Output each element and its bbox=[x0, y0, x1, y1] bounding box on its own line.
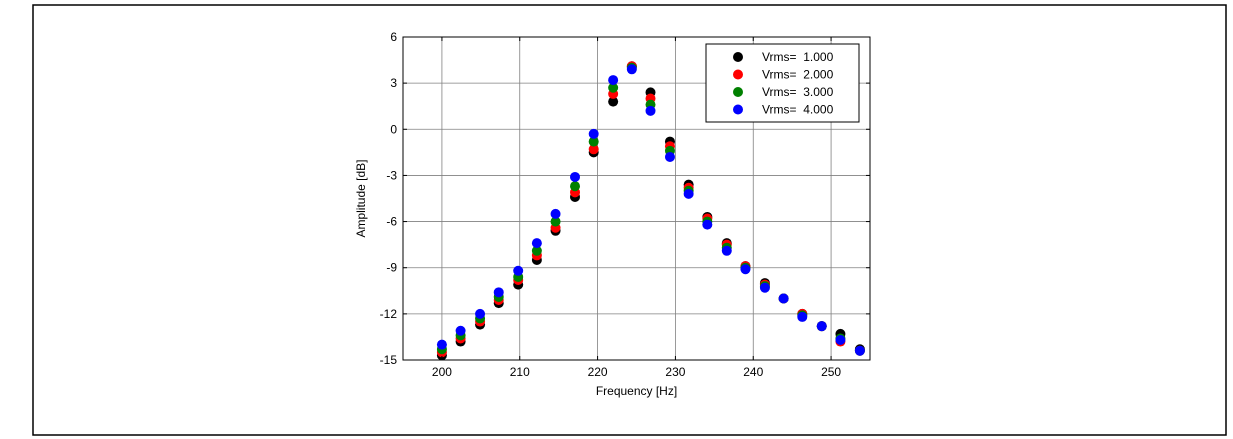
y-tick-label: -9 bbox=[386, 261, 397, 275]
data-point bbox=[588, 144, 599, 155]
x-axis-label: Frequency [Hz] bbox=[596, 384, 677, 398]
legend-marker bbox=[733, 52, 743, 62]
data-point bbox=[570, 181, 581, 192]
y-tick-label: 3 bbox=[390, 76, 397, 90]
data-point bbox=[816, 321, 827, 332]
legend-marker bbox=[733, 87, 743, 97]
y-tick-label: 6 bbox=[390, 30, 397, 44]
data-point bbox=[645, 105, 656, 116]
legend-box bbox=[705, 43, 860, 123]
data-point bbox=[588, 136, 599, 147]
series-4 bbox=[436, 64, 865, 356]
legend: Vrms= 1.000 Vrms= 2.000 Vrms= 3.000 Vrms= 4… bbox=[705, 43, 860, 123]
data-point bbox=[588, 128, 599, 139]
data-point bbox=[854, 345, 865, 356]
legend-label: Vrms= 2.000 bbox=[762, 68, 834, 82]
data-point bbox=[550, 208, 561, 219]
x-tick-label: 230 bbox=[665, 365, 685, 379]
y-tick-label: -15 bbox=[380, 353, 398, 367]
data-point bbox=[436, 339, 447, 350]
x-tick-label: 240 bbox=[743, 365, 763, 379]
data-point bbox=[683, 188, 694, 199]
x-tick-label: 220 bbox=[588, 365, 608, 379]
y-tick-label: -6 bbox=[386, 215, 397, 229]
data-point bbox=[664, 151, 675, 162]
axis-ticks: 200 210 220 230 240 250 -15 -12 -9 -6 -3 0 3 6 bbox=[380, 30, 870, 379]
x-tick-label: 250 bbox=[821, 365, 841, 379]
data-point bbox=[608, 75, 619, 86]
data-point bbox=[493, 287, 504, 298]
data-point bbox=[550, 216, 561, 227]
data-point bbox=[531, 245, 542, 256]
y-tick-label: -12 bbox=[380, 307, 398, 321]
plot-area bbox=[402, 36, 871, 361]
data-point bbox=[608, 96, 619, 107]
legend-marker bbox=[733, 104, 743, 115]
y-tick-label: 0 bbox=[390, 122, 397, 136]
data-point bbox=[778, 293, 789, 304]
data-point bbox=[797, 311, 808, 322]
legend-label: Vrms= 4.000 bbox=[762, 103, 834, 117]
data-point bbox=[759, 282, 770, 293]
figure-border bbox=[32, 4, 1227, 436]
data-point bbox=[475, 308, 486, 319]
scatter-points bbox=[436, 61, 865, 360]
y-axis-label: Amplitude [dB] bbox=[354, 159, 368, 237]
data-point bbox=[455, 325, 466, 336]
data-point bbox=[513, 265, 524, 276]
data-point bbox=[740, 264, 751, 275]
data-point bbox=[702, 219, 713, 230]
data-point bbox=[626, 64, 637, 75]
data-point bbox=[721, 245, 732, 256]
data-point bbox=[835, 335, 846, 346]
x-tick-label: 200 bbox=[432, 365, 452, 379]
data-point bbox=[570, 171, 581, 182]
legend-marker bbox=[733, 69, 743, 80]
x-tick-label: 210 bbox=[510, 365, 530, 379]
data-point bbox=[608, 82, 619, 93]
y-tick-label: -3 bbox=[386, 168, 397, 182]
legend-label: Vrms= 3.000 bbox=[762, 85, 834, 99]
data-point bbox=[531, 238, 542, 249]
legend-label: Vrms= 1.000 bbox=[762, 50, 834, 64]
